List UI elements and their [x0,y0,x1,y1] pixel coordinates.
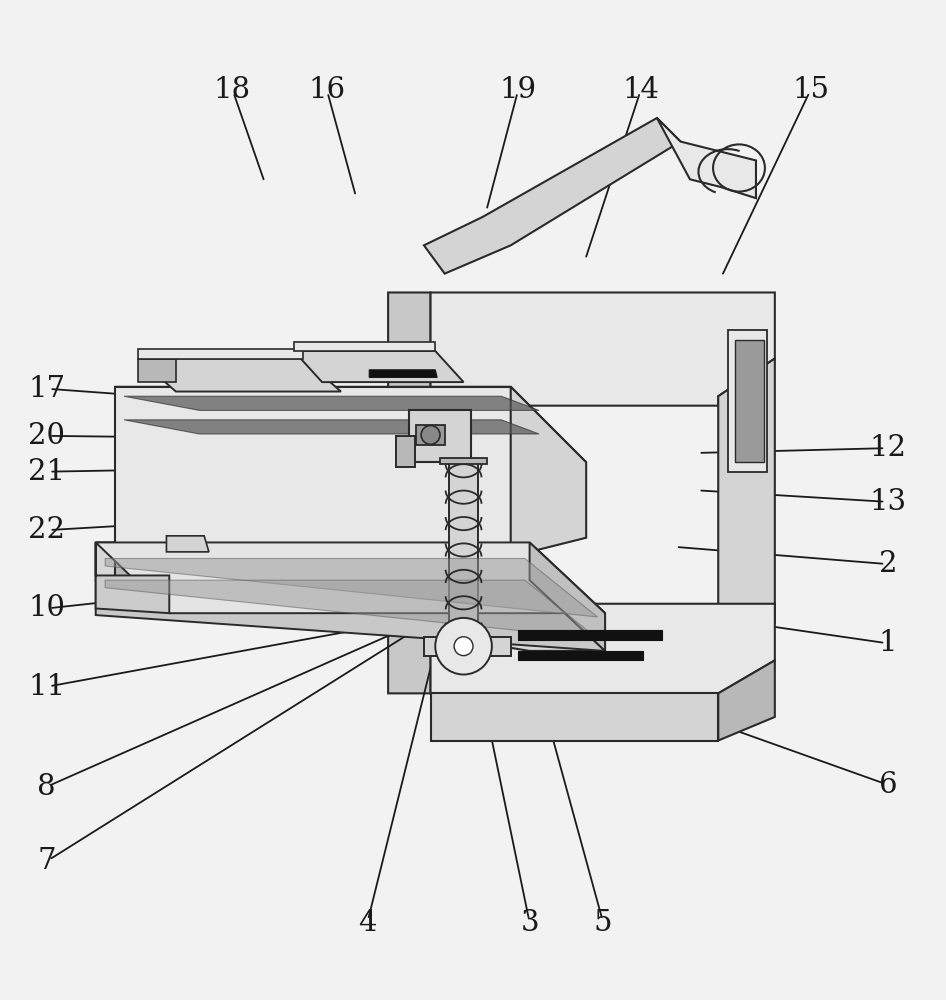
Polygon shape [430,693,718,741]
Text: 17: 17 [28,375,65,403]
Polygon shape [105,580,598,639]
Text: 2: 2 [879,550,897,578]
Text: 22: 22 [28,516,65,544]
Circle shape [435,618,492,674]
Polygon shape [718,359,775,623]
Polygon shape [409,410,471,462]
Polygon shape [96,542,605,651]
Polygon shape [416,425,445,445]
Text: 11: 11 [28,673,65,701]
Polygon shape [430,604,775,693]
Polygon shape [369,370,437,377]
Polygon shape [511,387,587,557]
Polygon shape [440,458,487,464]
Text: 14: 14 [622,76,659,104]
Polygon shape [138,359,176,382]
Text: 12: 12 [869,434,906,462]
Polygon shape [735,340,763,462]
Polygon shape [518,630,661,640]
Polygon shape [96,542,169,613]
Circle shape [454,637,473,656]
Polygon shape [114,387,511,557]
Polygon shape [424,118,680,274]
Polygon shape [430,292,775,406]
Text: 7: 7 [37,847,56,875]
Text: 1: 1 [879,629,897,657]
Polygon shape [718,660,775,741]
Polygon shape [449,462,478,641]
Polygon shape [166,536,209,552]
Text: 20: 20 [28,422,65,450]
Polygon shape [727,330,767,472]
Polygon shape [138,349,304,359]
Polygon shape [138,359,341,392]
Text: 15: 15 [792,76,830,104]
Text: 8: 8 [37,773,56,801]
Polygon shape [395,436,414,467]
Text: 16: 16 [308,76,345,104]
Polygon shape [96,580,605,651]
Text: 19: 19 [499,76,536,104]
Text: 21: 21 [28,458,65,486]
Polygon shape [294,342,435,351]
Text: 5: 5 [594,909,612,937]
Polygon shape [124,420,539,434]
Text: 3: 3 [520,909,539,937]
Text: 18: 18 [214,76,251,104]
Polygon shape [124,396,539,410]
Polygon shape [105,558,598,617]
Polygon shape [518,651,642,660]
Polygon shape [96,542,605,613]
Polygon shape [530,542,605,651]
Circle shape [421,425,440,444]
Text: 10: 10 [28,594,65,622]
Polygon shape [294,351,464,382]
Polygon shape [388,292,430,693]
Polygon shape [114,387,587,462]
Polygon shape [114,557,511,585]
Text: 6: 6 [879,771,898,799]
Text: 4: 4 [359,909,377,937]
Polygon shape [657,118,756,198]
Polygon shape [424,637,511,656]
Polygon shape [437,637,490,646]
Text: 13: 13 [869,488,906,516]
